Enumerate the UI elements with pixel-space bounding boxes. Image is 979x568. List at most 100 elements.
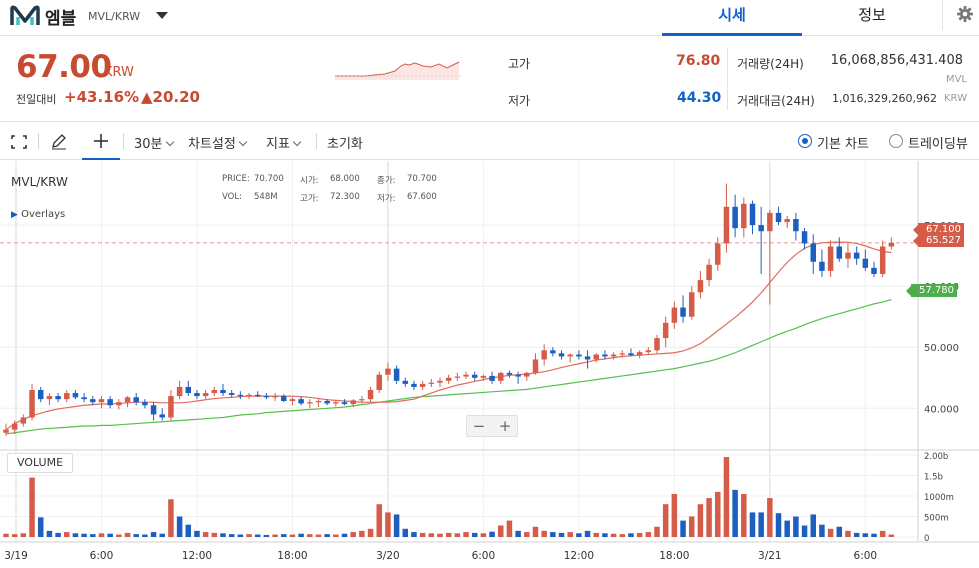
x-tick-label: 3/20 [376, 550, 400, 562]
high-value: 76.80 [676, 53, 721, 69]
current-price: 67.00 [16, 49, 112, 85]
candle-body [428, 382, 435, 384]
volume-bar [715, 491, 721, 537]
volume-bar [90, 534, 96, 537]
volume-bar [836, 526, 843, 537]
volume-bar [3, 533, 9, 537]
candle-body [636, 352, 643, 356]
legend-high-value: 72.300 [330, 192, 360, 202]
candle-body [775, 212, 782, 223]
candle-body [489, 375, 495, 381]
ma-short-tag: 65.527 [918, 234, 964, 247]
fullscreen-icon[interactable] [11, 135, 27, 149]
chevron-down-icon [165, 137, 174, 147]
candle-body [211, 389, 218, 394]
candle-body [498, 372, 504, 381]
sparkline-chart [335, 61, 461, 80]
candle-body [845, 252, 851, 259]
x-tick-label: 12:00 [182, 550, 212, 562]
volume-bar [385, 512, 391, 537]
zoom-in-button[interactable]: + [498, 417, 512, 435]
candle-body [879, 246, 886, 274]
candle-body [228, 393, 235, 395]
reset-button[interactable]: 초기화 [327, 137, 363, 152]
volume-bar [246, 534, 252, 537]
candle-body [194, 393, 200, 397]
volume-bar [558, 532, 565, 537]
tradingview-radio[interactable] [889, 134, 903, 148]
volume-bar [411, 532, 417, 537]
volume-bar [801, 525, 808, 537]
volume-bar [784, 520, 790, 537]
volume-bar [376, 504, 382, 537]
x-tick-label: 3/21 [758, 550, 782, 562]
candle-body [272, 396, 278, 398]
candle-body [784, 219, 790, 223]
candlestick-chart[interactable]: 40.00050.00060.00070.0003/196:0012:0018:… [0, 161, 979, 568]
volume-bar [237, 534, 244, 537]
basic-chart-radio[interactable] [798, 134, 812, 148]
settings-button[interactable] [942, 0, 979, 30]
tab-info[interactable]: 정보 [858, 6, 886, 24]
crosshair-tool-button[interactable] [82, 123, 120, 160]
overlays-toggle[interactable]: ▶ Overlays [11, 209, 65, 220]
candle-body [185, 386, 192, 394]
volume-bar [697, 504, 704, 537]
candle-body [46, 396, 53, 400]
volume-bar [202, 532, 209, 537]
candle-body [402, 380, 409, 384]
crosshair-icon [94, 134, 108, 148]
zoom-out-button[interactable]: − [472, 417, 486, 435]
volume-bar [853, 532, 860, 537]
tab-quote[interactable]: 시세 [662, 0, 802, 36]
candle-body [142, 402, 148, 406]
volume-bar [723, 457, 730, 537]
pencil-icon[interactable] [50, 133, 68, 150]
indicators-dropdown[interactable]: 지표 [266, 133, 302, 152]
candle-body [350, 400, 356, 405]
volume-bar [307, 534, 313, 537]
volume-bar [888, 534, 895, 537]
candle-body [150, 405, 157, 415]
volume-bar [263, 534, 270, 537]
volume-bar [688, 516, 695, 537]
candle-body [793, 219, 799, 232]
pair-dropdown-icon[interactable] [156, 12, 168, 19]
volume-bar [315, 534, 322, 537]
price-candles [3, 183, 895, 436]
volume-bar [220, 533, 226, 537]
volume-bar [871, 533, 877, 537]
basic-chart-label[interactable]: 기본 차트 [817, 137, 869, 152]
interval-dropdown[interactable]: 30분 [134, 133, 174, 152]
candle-body [732, 206, 738, 229]
zoom-control: − + [466, 415, 518, 437]
amount-value: 1,016,329,260,962 [832, 92, 937, 105]
chart-settings-dropdown[interactable]: 차트설정 [188, 133, 248, 152]
tradingview-label[interactable]: 트레이딩뷰 [908, 137, 968, 152]
candle-body [324, 400, 330, 404]
volume-bar [619, 534, 626, 537]
volume-bar [359, 530, 365, 537]
volume-tick-label: 500m [924, 514, 949, 524]
low-label: 저가 [508, 94, 531, 108]
candle-body [246, 394, 252, 397]
candle-body [307, 402, 313, 404]
candle-body [558, 353, 565, 357]
volume-bar [775, 513, 782, 537]
volume-bar [741, 493, 747, 537]
x-tick-label: 6:00 [472, 550, 496, 562]
candle-body [133, 397, 139, 403]
toolbar-separator [38, 133, 39, 149]
candle-body [454, 376, 461, 378]
mvl-logo-icon [10, 5, 40, 25]
volume-bar [584, 530, 591, 537]
volume-bar [20, 533, 27, 537]
volume-bar [419, 532, 426, 537]
candle-body [801, 231, 808, 244]
candle-body [654, 338, 660, 351]
interval-label: 30분 [134, 137, 163, 152]
candle-body [515, 374, 521, 377]
chart-grid [0, 161, 918, 541]
volume-bar [37, 517, 44, 537]
volume-bar [29, 477, 35, 537]
